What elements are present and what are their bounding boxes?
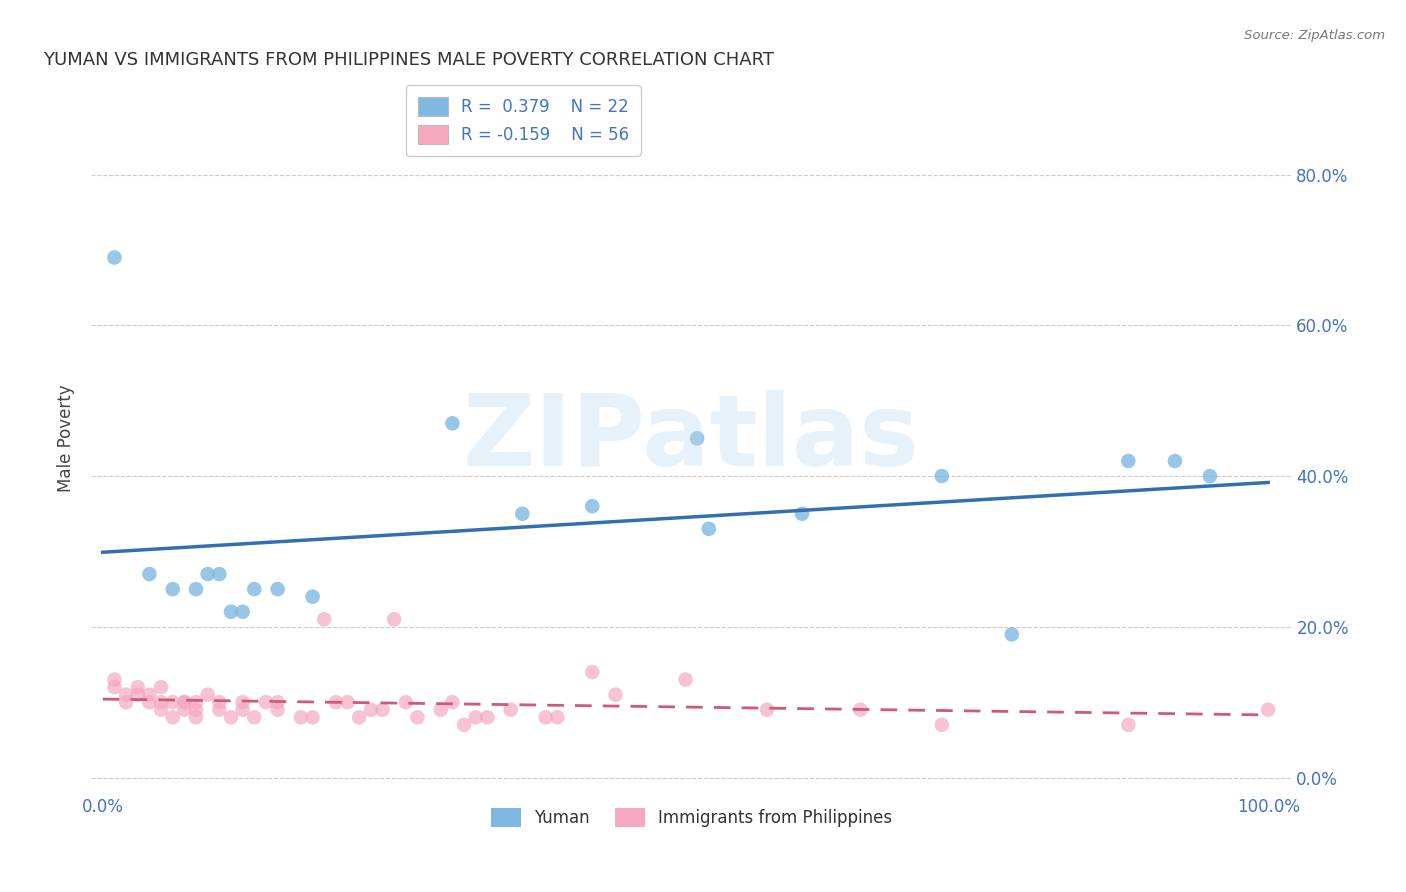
Point — [1001, 627, 1024, 641]
Point — [477, 710, 499, 724]
Point — [173, 695, 195, 709]
Point — [208, 567, 231, 582]
Point — [382, 612, 405, 626]
Point — [1164, 454, 1187, 468]
Point — [546, 710, 568, 724]
Legend: Yuman, Immigrants from Philippines: Yuman, Immigrants from Philippines — [484, 801, 898, 834]
Point — [464, 710, 486, 724]
Y-axis label: Male Poverty: Male Poverty — [58, 384, 75, 492]
Point — [1116, 454, 1139, 468]
Point — [150, 703, 173, 717]
Point — [686, 431, 709, 445]
Point — [254, 695, 277, 709]
Point — [103, 680, 125, 694]
Point — [512, 507, 534, 521]
Point — [243, 582, 266, 596]
Point — [453, 718, 475, 732]
Point — [243, 710, 266, 724]
Point — [127, 688, 149, 702]
Point — [103, 251, 125, 265]
Point — [219, 710, 242, 724]
Point — [371, 703, 394, 717]
Point — [232, 605, 254, 619]
Point — [162, 695, 184, 709]
Point — [441, 417, 464, 431]
Point — [395, 695, 418, 709]
Point — [208, 703, 231, 717]
Point — [266, 582, 288, 596]
Point — [605, 688, 627, 702]
Point — [849, 703, 872, 717]
Point — [675, 673, 697, 687]
Point — [197, 688, 219, 702]
Point — [931, 718, 953, 732]
Point — [325, 695, 347, 709]
Point — [138, 695, 160, 709]
Text: YUMAN VS IMMIGRANTS FROM PHILIPPINES MALE POVERTY CORRELATION CHART: YUMAN VS IMMIGRANTS FROM PHILIPPINES MAL… — [44, 51, 775, 69]
Point — [266, 695, 288, 709]
Text: ZIPatlas: ZIPatlas — [463, 390, 920, 487]
Point — [115, 695, 138, 709]
Point — [301, 590, 323, 604]
Point — [347, 710, 370, 724]
Point — [138, 567, 160, 582]
Point — [162, 710, 184, 724]
Point — [266, 703, 288, 717]
Point — [184, 582, 207, 596]
Point — [219, 605, 242, 619]
Point — [360, 703, 382, 717]
Point — [290, 710, 312, 724]
Point — [301, 710, 323, 724]
Point — [429, 703, 451, 717]
Point — [184, 710, 207, 724]
Point — [1199, 469, 1222, 483]
Point — [173, 703, 195, 717]
Point — [1257, 703, 1279, 717]
Point — [173, 695, 195, 709]
Point — [581, 500, 603, 514]
Point — [314, 612, 336, 626]
Point — [336, 695, 359, 709]
Point — [441, 695, 464, 709]
Point — [150, 680, 173, 694]
Point — [534, 710, 557, 724]
Point — [103, 673, 125, 687]
Point — [931, 469, 953, 483]
Text: Source: ZipAtlas.com: Source: ZipAtlas.com — [1244, 29, 1385, 42]
Point — [197, 567, 219, 582]
Point — [150, 695, 173, 709]
Point — [406, 710, 429, 724]
Point — [790, 507, 813, 521]
Point — [499, 703, 522, 717]
Point — [127, 680, 149, 694]
Point — [138, 688, 160, 702]
Point — [232, 695, 254, 709]
Point — [208, 695, 231, 709]
Point — [232, 703, 254, 717]
Point — [184, 695, 207, 709]
Point — [184, 703, 207, 717]
Point — [581, 665, 603, 679]
Point — [697, 522, 720, 536]
Point — [756, 703, 779, 717]
Point — [115, 688, 138, 702]
Point — [162, 582, 184, 596]
Point — [1116, 718, 1139, 732]
